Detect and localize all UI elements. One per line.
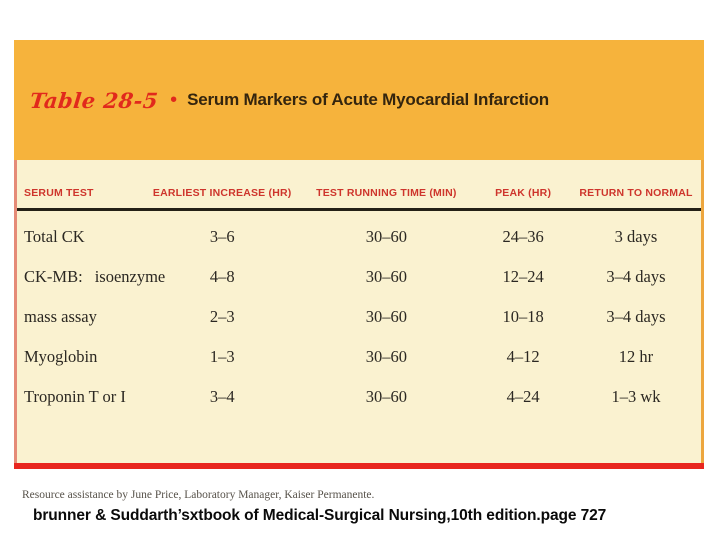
bottom-red-line xyxy=(14,463,704,469)
table-title: Serum Markers of Acute Myocardial Infarc… xyxy=(187,90,549,109)
table-banner: Table 28-5 • Serum Markers of Acute Myoc… xyxy=(14,40,704,160)
cell-earliest-increase: 1–3 xyxy=(209,347,235,366)
cell-test-running-time: 30–60 xyxy=(365,227,407,246)
cell-serum-test: mass assay xyxy=(24,307,97,326)
cell-peak: 4–12 xyxy=(506,347,540,366)
cell-test-running-time: 30–60 xyxy=(365,347,407,366)
cell-serum-test-main: CK-MB: xyxy=(24,267,83,286)
table-body: SERUM TEST EARLIEST INCREASE (HR) TEST R… xyxy=(14,160,704,463)
cell-peak: 10–18 xyxy=(502,307,544,326)
table-number-label: Table 28-5 xyxy=(28,87,160,113)
serum-markers-table-figure: Table 28-5 • Serum Markers of Acute Myoc… xyxy=(14,40,704,469)
cell-return-to-normal: 3–4 days xyxy=(606,267,666,286)
cell-serum-test: Total CK xyxy=(24,227,85,246)
table-row: Myoglobin 1–3 30–60 4–12 12 hr xyxy=(17,337,701,377)
table-row: CK-MB: isoenzyme 4–8 30–60 12–24 3–4 days xyxy=(17,257,701,297)
bullet-separator-icon: • xyxy=(170,89,178,111)
column-header-peak: PEAK (HR) xyxy=(495,187,552,199)
cell-return-to-normal: 1–3 wk xyxy=(611,387,661,406)
table-row: Troponin T or I 3–4 30–60 4–24 1–3 wk xyxy=(17,377,701,417)
cell-return-to-normal: 3 days xyxy=(614,227,658,246)
cell-test-running-time: 30–60 xyxy=(365,267,407,286)
cell-return-to-normal: 3–4 days xyxy=(606,307,666,326)
resource-footnote: Resource assistance by June Price, Labor… xyxy=(22,489,375,501)
cell-serum-test: CK-MB: isoenzyme xyxy=(17,267,165,287)
cell-test-running-time: 30–60 xyxy=(365,307,407,326)
column-header-return-to-normal: RETURN TO NORMAL xyxy=(579,187,693,199)
column-header-serum-test: SERUM TEST xyxy=(24,187,94,199)
cell-peak: 4–24 xyxy=(506,387,540,406)
table-row: Total CK 3–6 30–60 24–36 3 days xyxy=(17,217,701,257)
cell-serum-test: Troponin T or I xyxy=(24,387,126,406)
cell-peak: 24–36 xyxy=(502,227,544,246)
cell-peak: 12–24 xyxy=(502,267,544,286)
cell-earliest-increase: 2–3 xyxy=(209,307,235,326)
cell-serum-test-sub: isoenzyme xyxy=(94,267,166,286)
cell-earliest-increase: 4–8 xyxy=(209,267,235,286)
cell-earliest-increase: 3–6 xyxy=(209,227,235,246)
cell-earliest-increase: 3–4 xyxy=(209,387,235,406)
cell-serum-test: Myoglobin xyxy=(24,347,98,366)
column-header-earliest-increase: EARLIEST INCREASE (HR) xyxy=(152,187,292,199)
cell-test-running-time: 30–60 xyxy=(365,387,407,406)
cell-return-to-normal: 12 hr xyxy=(618,347,654,366)
header-divider xyxy=(17,208,701,211)
source-citation: brunner & Suddarth’sxtbook of Medical-Su… xyxy=(33,507,607,524)
table-rows: Total CK 3–6 30–60 24–36 3 days CK-MB: is… xyxy=(17,217,701,417)
column-header-test-running-time: TEST RUNNING TIME (MIN) xyxy=(316,187,457,199)
table-row: mass assay 2–3 30–60 10–18 3–4 days xyxy=(17,297,701,337)
table-header-row: SERUM TEST EARLIEST INCREASE (HR) TEST R… xyxy=(17,187,701,199)
